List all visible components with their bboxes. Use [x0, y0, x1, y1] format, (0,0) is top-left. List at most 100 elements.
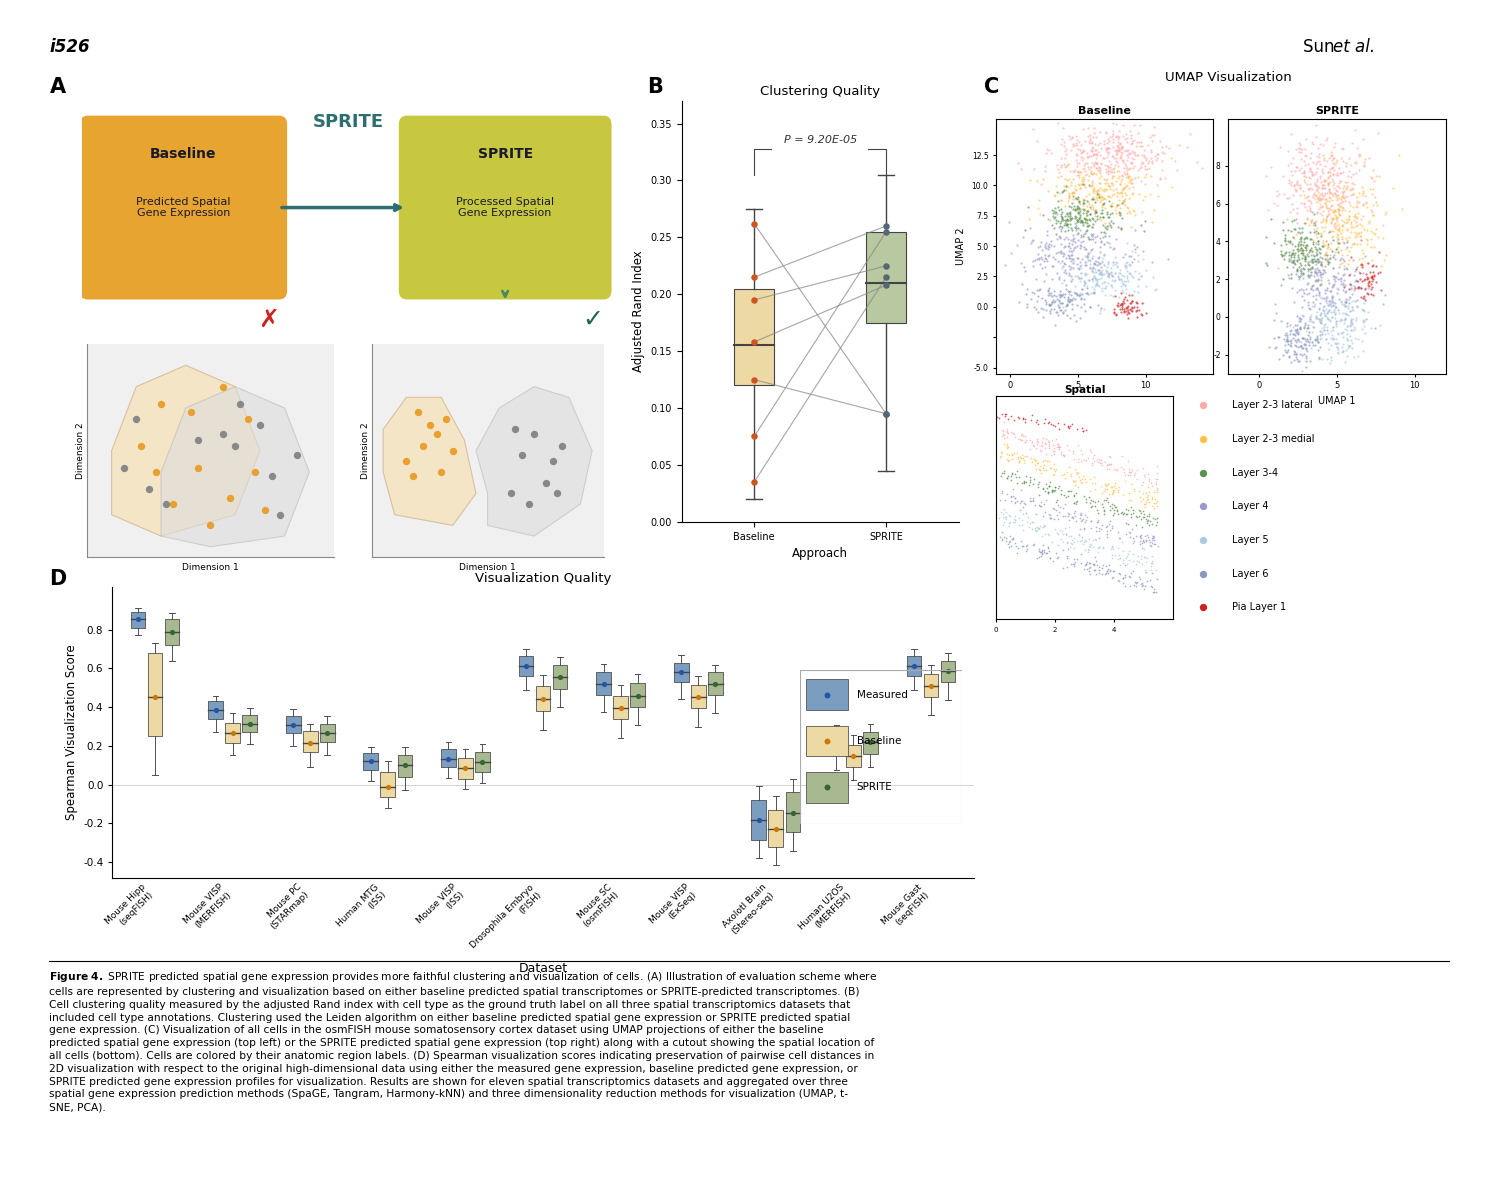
Point	[1332, 152, 1356, 171]
Point	[1353, 219, 1377, 238]
Point	[1315, 246, 1339, 264]
Point	[1330, 185, 1354, 204]
Point	[1046, 495, 1070, 514]
Point	[1113, 155, 1137, 174]
Point	[1121, 529, 1144, 548]
Point	[1122, 464, 1146, 483]
Point	[1350, 299, 1374, 318]
Point	[1101, 567, 1125, 586]
Point	[1135, 487, 1159, 506]
Point	[1010, 448, 1034, 467]
Point	[1353, 269, 1377, 288]
Point	[1323, 301, 1347, 320]
Point	[238, 714, 262, 733]
Point	[1387, 146, 1411, 165]
Point	[1010, 275, 1034, 294]
Point	[1109, 294, 1132, 313]
Point	[1034, 249, 1058, 268]
Point	[1097, 217, 1121, 236]
Point	[1088, 242, 1112, 261]
Point	[1299, 159, 1323, 178]
Title: Spatial: Spatial	[1064, 385, 1106, 395]
Point	[1062, 533, 1086, 551]
Point	[1309, 213, 1333, 232]
Point	[1138, 511, 1162, 530]
Point	[1029, 541, 1053, 560]
Point	[1308, 266, 1332, 285]
Point	[1264, 181, 1288, 200]
Point	[1312, 222, 1336, 241]
Point	[418, 415, 442, 434]
Point	[298, 733, 322, 752]
Point	[1004, 464, 1028, 483]
Point	[268, 505, 292, 524]
Point	[1088, 304, 1112, 323]
Point	[1309, 268, 1333, 287]
Point	[1297, 159, 1321, 178]
Point	[1297, 251, 1321, 270]
Point	[1067, 218, 1091, 237]
Point	[1281, 229, 1305, 248]
Point	[1014, 504, 1038, 523]
Point	[1338, 317, 1362, 336]
Point	[1116, 272, 1140, 291]
Point	[1095, 517, 1119, 536]
Point	[1282, 254, 1306, 273]
Point	[1107, 140, 1131, 159]
Point	[1347, 145, 1371, 164]
Point	[1034, 410, 1058, 429]
Point	[1056, 203, 1080, 222]
Point	[1050, 166, 1074, 185]
Point	[1082, 272, 1106, 291]
Point	[1324, 314, 1348, 333]
Text: B: B	[647, 77, 664, 97]
Point	[1115, 261, 1138, 280]
Bar	[148, 653, 162, 737]
Point	[1369, 280, 1393, 299]
Point	[1076, 247, 1100, 266]
Point	[1076, 127, 1100, 146]
Point	[1065, 212, 1089, 231]
Point	[1294, 274, 1318, 293]
Point	[1306, 139, 1330, 158]
Point	[1089, 269, 1113, 288]
Point	[1095, 562, 1119, 581]
Point	[1309, 173, 1333, 192]
Point	[1098, 561, 1122, 580]
Point	[1095, 203, 1119, 222]
Point	[1038, 509, 1062, 528]
Point	[1303, 212, 1327, 231]
Point	[1017, 198, 1041, 217]
Point	[995, 528, 1019, 547]
Point	[1067, 230, 1091, 249]
Point	[1041, 441, 1065, 460]
Point	[1110, 209, 1134, 228]
Point	[1088, 173, 1112, 192]
Point	[1005, 461, 1029, 480]
Text: Layer 6: Layer 6	[1231, 568, 1269, 579]
Point	[1135, 549, 1159, 568]
Point	[1086, 180, 1110, 199]
Point	[1308, 203, 1332, 222]
Point	[1028, 255, 1052, 274]
Point	[1031, 170, 1055, 189]
Point	[1106, 183, 1129, 202]
Point	[1330, 211, 1354, 230]
Point	[1076, 221, 1100, 240]
Point	[424, 425, 448, 444]
Point	[1095, 174, 1119, 193]
Point	[1288, 236, 1312, 255]
Point	[1097, 556, 1121, 575]
Point	[1357, 278, 1381, 296]
Point	[1113, 254, 1137, 273]
Point	[1013, 427, 1037, 446]
Point	[1109, 302, 1132, 321]
Point	[1050, 522, 1074, 541]
Point	[1287, 218, 1311, 237]
Point	[1016, 298, 1040, 317]
Point	[1282, 246, 1306, 264]
Point	[1103, 302, 1126, 321]
Point	[1273, 332, 1297, 351]
Point	[1306, 231, 1330, 250]
Point	[824, 734, 848, 753]
